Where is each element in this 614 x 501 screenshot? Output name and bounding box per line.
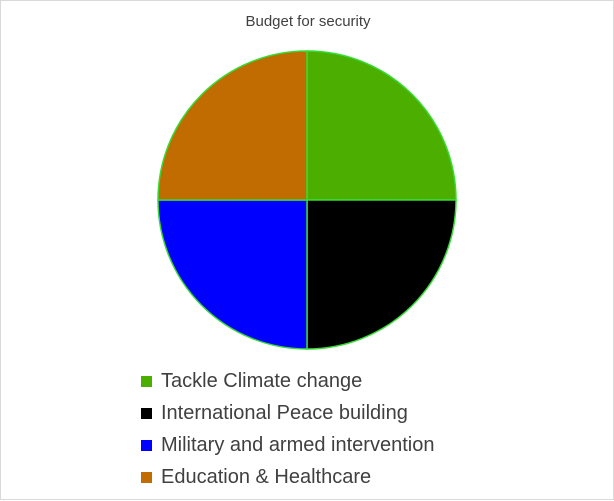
- chart-title: Budget for security: [245, 13, 371, 30]
- legend-label: Education & Healthcare: [161, 465, 372, 488]
- legend-label: Tackle Climate change: [161, 369, 363, 392]
- legend-item-education-and-healthcare: Education & Healthcare: [141, 461, 434, 493]
- legend-item-military-and-armed-intervention: Military and armed intervention: [141, 429, 434, 461]
- legend-item-international-peace-building: International Peace building: [141, 397, 434, 429]
- pie-slice-military-and-armed-intervention: [157, 199, 308, 350]
- pie-slice-tackle-climate-change: [306, 50, 457, 201]
- pie-slice-international-peace-building: [306, 199, 457, 350]
- pie-slice-education-healthcare: [157, 50, 308, 201]
- legend: Tackle Climate change International Peac…: [141, 365, 434, 493]
- legend-label: Military and armed intervention: [161, 433, 435, 456]
- legend-item-tackle-climate-change: Tackle Climate change: [141, 365, 434, 397]
- legend-swatch: [141, 407, 152, 419]
- legend-swatch: [141, 439, 152, 451]
- legend-swatch: [141, 375, 152, 387]
- legend-label: International Peace building: [161, 401, 408, 424]
- legend-swatch: [141, 471, 152, 483]
